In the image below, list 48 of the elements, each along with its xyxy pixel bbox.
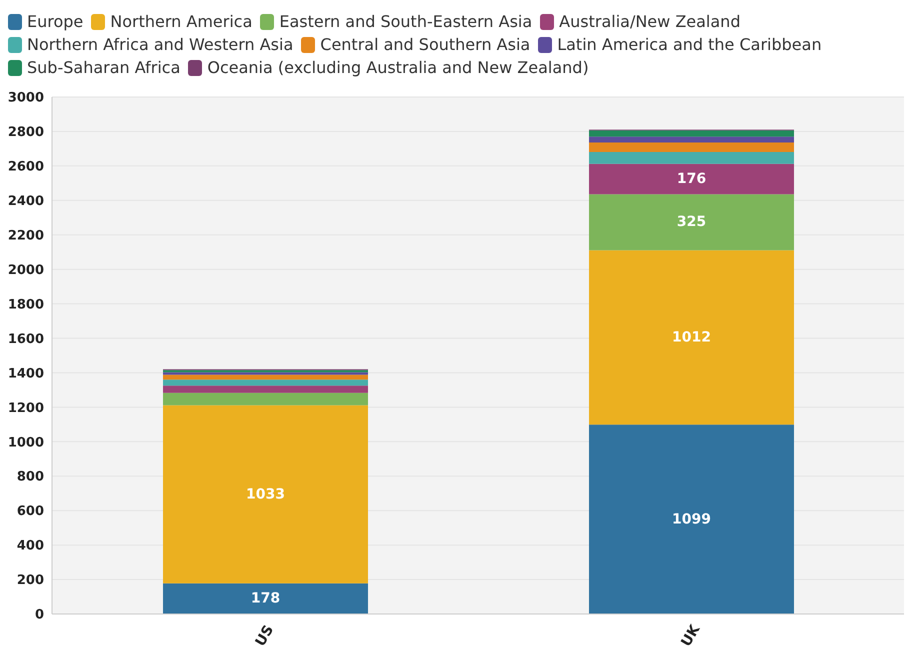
bar (163, 380, 368, 386)
data-label: 178 (250, 590, 280, 607)
y-tick-label: 1000 (8, 435, 44, 450)
y-tick-label: 1200 (8, 400, 44, 416)
y-tick-label: 0 (34, 608, 44, 623)
bar (589, 130, 794, 137)
y-tick-label: 2000 (8, 262, 44, 278)
y-tick-label: 2400 (8, 194, 44, 210)
legend-label: Central and Southern Asia (319, 35, 530, 54)
bar (589, 142, 794, 152)
legend-label: Eastern and South-Eastern Asia (278, 12, 532, 31)
bar (163, 374, 368, 380)
x-tick-label: UK (678, 621, 704, 650)
y-tick-label: 3000 (8, 90, 44, 106)
bar (163, 583, 368, 614)
data-label: 1012 (672, 329, 711, 346)
y-tick-label: 2600 (8, 160, 44, 175)
y-tick-label: 600 (16, 504, 44, 520)
bar (163, 392, 368, 406)
data-label: 1099 (672, 511, 711, 528)
bar (589, 152, 794, 164)
y-tick-label: 2800 (8, 125, 44, 140)
legend-label: Sub-Saharan Africa (26, 58, 180, 77)
bar (163, 405, 368, 584)
y-tick-label: 1600 (8, 332, 44, 347)
bar (589, 424, 794, 614)
bar (589, 194, 794, 250)
legend-label: Northern America (109, 12, 252, 31)
y-tick-label: 400 (16, 538, 44, 554)
bar (589, 250, 794, 425)
legend-label: Australia/New Zealand (558, 12, 740, 31)
y-tick-label: 2200 (8, 228, 44, 244)
legend-label: Europe (26, 12, 84, 31)
legend-label: Oceania (excluding Australia and New Zealand) (206, 58, 589, 77)
legend-label: Latin America and the Caribbean (556, 35, 822, 54)
y-tick-label: 1800 (8, 297, 44, 312)
y-tick-label: 1400 (8, 366, 44, 382)
legend-label: Northern Africa and Western Asia (26, 35, 294, 54)
y-tick-label: 800 (16, 470, 44, 485)
data-label: 325 (676, 214, 706, 230)
bar (589, 136, 794, 142)
data-label: 1033 (246, 486, 285, 502)
bar (589, 164, 794, 194)
bar (163, 386, 368, 393)
bar (163, 372, 368, 375)
x-tick-label: US (252, 622, 278, 650)
data-label: 176 (676, 171, 706, 188)
y-tick-label: 200 (16, 573, 44, 588)
